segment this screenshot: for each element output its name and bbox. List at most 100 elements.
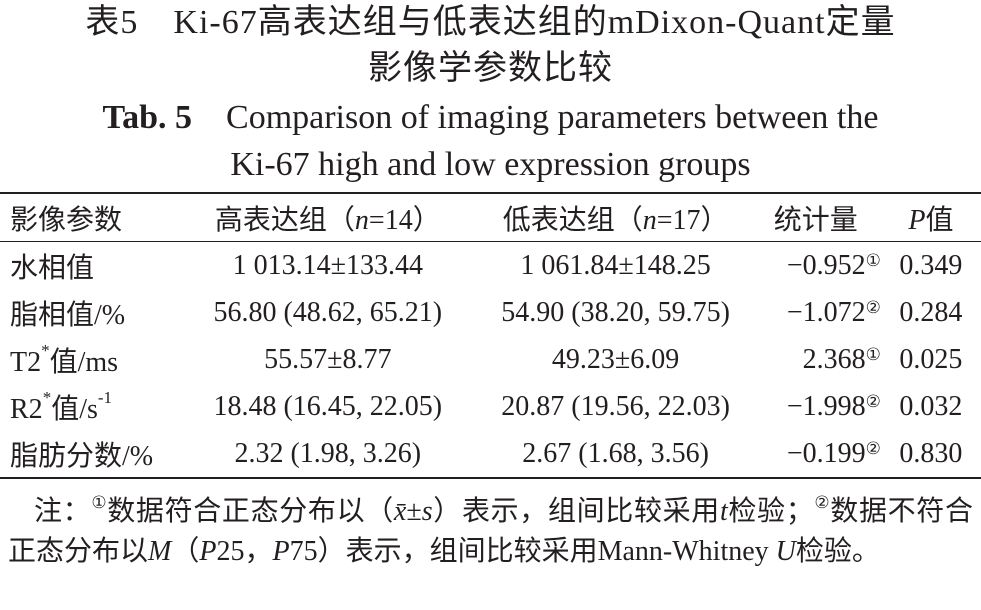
statistic-cell: −0.199② <box>751 430 881 478</box>
cell-text: −0.952 <box>786 249 866 281</box>
test-mark: ② <box>865 297 881 317</box>
header-text: n <box>642 204 657 236</box>
note-mark: ① <box>91 493 108 512</box>
header-cell: P值 <box>880 193 981 242</box>
high-cell: 55.57±8.77 <box>175 336 480 383</box>
note-text: 检验； <box>727 496 814 527</box>
table-note: 注：①数据符合正态分布以（x̄±s）表示，组间比较采用t检验；②数据不符合正态分… <box>0 492 981 572</box>
note-symbol: P <box>199 536 217 567</box>
cell-text: 2.368 <box>802 343 866 375</box>
low-cell: 1 061.84±148.25 <box>480 242 750 290</box>
cell-text: 0.349 <box>899 249 963 281</box>
parameter-cell: 脂相值/% <box>0 289 175 336</box>
note-mark: ② <box>813 493 831 512</box>
parameter-text: 值/s <box>51 393 98 425</box>
low-cell: 2.67 (1.68, 3.56) <box>480 430 750 478</box>
cell-text: 1 013.14±133.44 <box>232 249 423 281</box>
cell-text: 2.32 (1.98, 3.26) <box>234 437 422 469</box>
statistic-cell: 2.368① <box>751 336 881 383</box>
note-symbol: x̄ <box>393 496 407 527</box>
header-text: =17） <box>656 204 729 236</box>
parameter-cell: R2*值/s-1 <box>0 383 175 430</box>
table-row: 脂肪分数/% 2.32 (1.98, 3.26) 2.67 (1.68, 3.56)… <box>0 430 981 478</box>
cell-text: −1.998 <box>786 390 866 422</box>
cell-text: −0.199 <box>786 437 866 469</box>
cell-text: 0.284 <box>899 296 963 328</box>
cell-text: 54.90 (38.20, 59.75) <box>501 296 730 328</box>
cell-text: 20.87 (19.56, 22.03) <box>501 390 730 422</box>
p-cell: 0.032 <box>881 383 981 430</box>
header-text: 值 <box>925 204 954 236</box>
note-text: （ <box>171 536 200 567</box>
cell-text: 0.025 <box>899 343 963 375</box>
note-text: ± <box>406 496 422 527</box>
cell-text: 2.67 (1.68, 3.56) <box>522 437 709 469</box>
note-text: 数据不符合正态分布以 <box>8 496 973 567</box>
header-text: =14） <box>368 204 441 236</box>
header-text: 高表达组（ <box>214 204 355 236</box>
header-text: 低表达组（ <box>502 204 643 236</box>
header-text: n <box>354 204 369 236</box>
header-text: 统计量 <box>773 204 858 236</box>
title-text: Comparison of imaging parameters between… <box>226 99 879 136</box>
superscript: * <box>41 340 50 360</box>
header-cell: 低表达组（n=17） <box>480 193 751 242</box>
statistic-cell: −1.072② <box>751 289 881 336</box>
p-cell: 0.830 <box>881 430 981 478</box>
table-row: 水相值 1 013.14±133.44 1 061.84±148.25 −0.952①… <box>0 242 981 290</box>
title-cn-2: 影像学参数比较 <box>0 46 981 92</box>
cell-text: 49.23±6.09 <box>551 343 680 375</box>
note-text: 数据符合正态分布以（ <box>107 496 394 527</box>
low-cell: 20.87 (19.56, 22.03) <box>480 383 750 430</box>
statistic-cell: −0.952① <box>751 242 881 290</box>
p-cell: 0.284 <box>881 289 981 336</box>
cell-text: 18.48 (16.45, 22.05) <box>213 390 443 422</box>
table-row: T2*值/ms 55.57±8.77 49.23±6.09 2.368① 0.025 <box>0 336 981 383</box>
cell-text: 55.57±8.77 <box>264 343 392 375</box>
note-symbol: U <box>775 536 796 567</box>
data-table: 影像参数 高表达组（n=14） 低表达组（n=17） 统计量 P值 水相值 1 0… <box>0 192 981 479</box>
test-mark: ② <box>865 438 881 458</box>
header-row: 影像参数 高表达组（n=14） 低表达组（n=17） 统计量 P值 <box>0 193 981 242</box>
table-row: R2*值/s-1 18.48 (16.45, 22.05) 20.87 (19.56… <box>0 383 981 430</box>
title-en-1: Tab. 5 Comparison of imaging parameters … <box>0 95 981 141</box>
note-text: ）表示，组间比较采用 <box>432 496 720 527</box>
superscript: -1 <box>97 387 113 407</box>
header-cell: 统计量 <box>750 193 881 242</box>
header-text: P <box>908 204 926 236</box>
title-cn-1: 表5 Ki-67高表达组与低表达组的mDixon-Quant定量 <box>0 0 981 46</box>
title-text: Ki-67高表达组与低表达组的mDixon-Quant定量 <box>173 4 896 41</box>
p-cell: 0.025 <box>881 336 981 383</box>
note-symbol: t <box>719 496 728 527</box>
parameter-text: R2 <box>10 393 43 425</box>
parameter-cell: T2*值/ms <box>0 336 175 383</box>
table-body: 水相值 1 013.14±133.44 1 061.84±148.25 −0.952①… <box>0 242 981 479</box>
parameter-text: 值/ms <box>49 346 119 378</box>
parameter-text: 脂肪分数/% <box>10 440 154 472</box>
test-mark: ① <box>865 250 881 270</box>
superscript: * <box>42 387 52 407</box>
test-mark: ① <box>865 344 881 364</box>
cell-text: 56.80 (48.62, 65.21) <box>213 296 443 328</box>
p-cell: 0.349 <box>881 242 981 290</box>
parameter-text: T2 <box>10 346 42 378</box>
note-text: 25， <box>216 536 273 567</box>
note-text: 注： <box>34 496 92 527</box>
table-label: Tab. 5 <box>102 99 193 136</box>
cell-text: 1 061.84±148.25 <box>520 249 711 281</box>
cell-text: 0.032 <box>899 390 963 422</box>
high-cell: 56.80 (48.62, 65.21) <box>175 289 480 336</box>
high-cell: 1 013.14±133.44 <box>175 242 480 290</box>
parameter-cell: 水相值 <box>0 242 175 290</box>
statistic-cell: −1.998② <box>751 383 881 430</box>
title-en-2: Ki-67 high and low expression groups <box>0 142 981 188</box>
note-text: 75）表示，组间比较采用Mann-Whitney <box>289 536 776 567</box>
note-symbol: s <box>421 496 433 527</box>
cell-text: 0.830 <box>899 437 963 469</box>
low-cell: 49.23±6.09 <box>480 336 750 383</box>
header-text: 影像参数 <box>10 204 123 236</box>
parameter-text: 脂相值/% <box>10 299 126 331</box>
table-label: 表5 <box>85 4 139 41</box>
header-cell: 影像参数 <box>0 193 176 242</box>
cell-text: −1.072 <box>786 296 866 328</box>
